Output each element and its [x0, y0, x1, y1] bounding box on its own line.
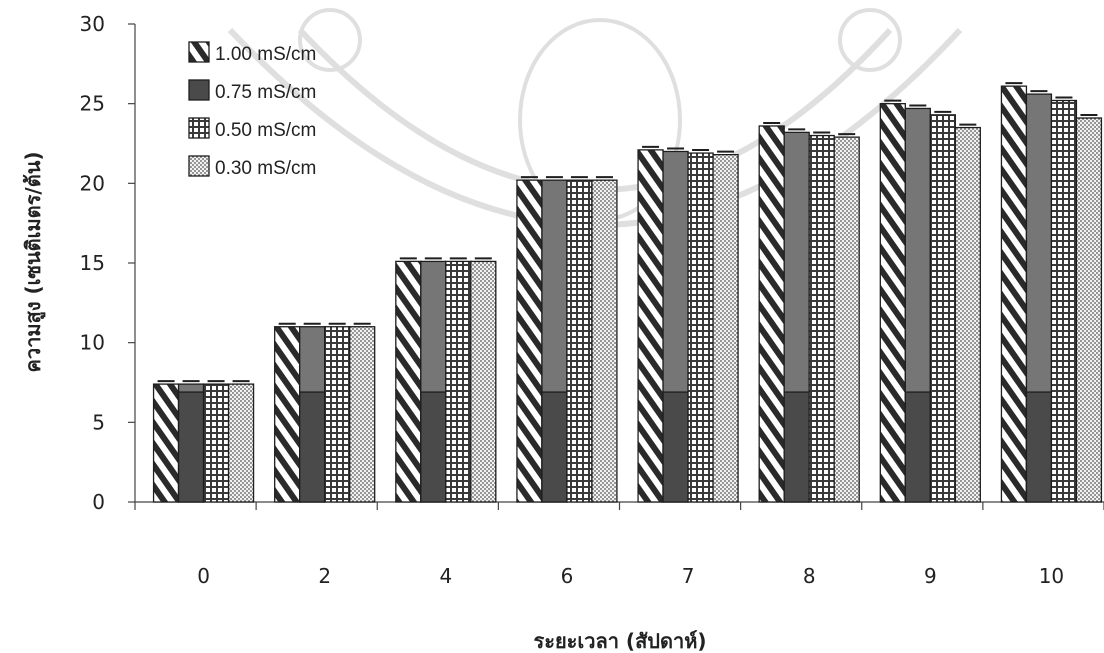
bar-rect: [954, 126, 981, 503]
bar-base: [420, 391, 447, 503]
bar: [1050, 96, 1078, 503]
legend-label: 0.30 mS/cm: [215, 158, 316, 179]
bar: [445, 257, 472, 503]
bar: [687, 149, 714, 503]
bar: [1025, 90, 1053, 503]
y-tick-label: 30: [80, 12, 105, 36]
bar-rect: [591, 179, 618, 503]
legend-item: 0.75 mS/cm: [188, 79, 316, 103]
bar-rect: [929, 114, 956, 503]
x-tick-label: 10: [1039, 564, 1064, 588]
bar: [758, 121, 785, 503]
bar: [541, 176, 568, 503]
bar-rect: [227, 383, 255, 503]
legend-swatch: [188, 79, 210, 101]
legend-swatch: [188, 117, 210, 139]
bar-rect: [1050, 99, 1078, 503]
bar-rect: [758, 125, 785, 503]
bar: [808, 131, 835, 503]
x-tick-label: 2: [318, 564, 331, 588]
legend-item: 0.50 mS/cm: [188, 117, 316, 141]
y-tick-label: 25: [80, 92, 105, 116]
bar: [420, 257, 447, 503]
bar-rect: [687, 152, 714, 503]
bar-rect: [808, 134, 835, 503]
y-axis: 0 5 10 15 20 25 30: [80, 12, 136, 514]
bar: [349, 322, 376, 503]
y-tick-label: 10: [80, 331, 105, 355]
bar-rect: [566, 179, 593, 503]
bar: [299, 322, 326, 503]
bar: [879, 99, 906, 503]
bar-base: [904, 391, 931, 503]
legend-item: 1.00 mS/cm: [188, 41, 316, 65]
x-axis-title: ระยะเวลา (สัปดาห์): [533, 629, 706, 653]
legend-label: 0.75 mS/cm: [215, 82, 316, 103]
x-tick-label: 8: [803, 564, 816, 588]
legend-item: 0.30 mS/cm: [188, 155, 316, 179]
bar-rect: [879, 103, 906, 503]
bar: [152, 380, 180, 503]
bar-rect: [470, 260, 497, 503]
legend-swatch: [188, 41, 210, 63]
bar: [712, 150, 739, 503]
bar-rect: [395, 260, 422, 503]
y-tick-label: 20: [80, 171, 105, 195]
bar: [566, 176, 593, 503]
y-tick-label: 15: [80, 251, 105, 275]
bar: [470, 257, 497, 503]
bar: [177, 380, 205, 503]
bar: [904, 104, 931, 503]
bar-base: [177, 391, 205, 503]
bar: [783, 128, 810, 503]
bar-rect: [152, 383, 180, 503]
legend-label: 0.50 mS/cm: [215, 120, 316, 141]
y-tick-label: 5: [92, 410, 105, 434]
bar: [324, 322, 351, 503]
bar-rect: [349, 326, 376, 503]
bar: [274, 322, 301, 503]
bar-rect: [202, 383, 230, 503]
bar: [202, 380, 230, 503]
y-axis-title: ความสูง (เซนติเมตร/ต้น): [21, 151, 47, 372]
x-axis: 0 2 4 6 7 8 9 10: [134, 501, 1104, 588]
x-tick-label: 0: [197, 564, 210, 588]
legend-swatch: [188, 155, 210, 177]
bar: [662, 147, 689, 503]
x-tick-label: 9: [924, 564, 937, 588]
bar: [1000, 82, 1028, 503]
bar: [929, 110, 956, 503]
bar: [637, 145, 664, 503]
bar-base: [662, 391, 689, 503]
bar: [516, 176, 543, 503]
bar-rect: [712, 154, 739, 503]
x-tick-label: 6: [561, 564, 574, 588]
bar-base: [299, 391, 326, 503]
bar: [227, 380, 255, 503]
x-tick-label: 7: [682, 564, 695, 588]
bar: [395, 257, 422, 503]
bar-base: [541, 391, 568, 503]
bar-rect: [1075, 117, 1103, 503]
bar-rect: [324, 326, 351, 503]
bar-rect: [445, 260, 472, 503]
bar-base: [1025, 391, 1053, 503]
bar-rect: [637, 149, 664, 503]
legend: 1.00 mS/cm 0.75 mS/cm 0.50 mS/cm 0.30 mS/cm: [188, 41, 316, 179]
bar-rect: [833, 136, 860, 503]
bar-rect: [274, 326, 301, 503]
bar: [954, 123, 981, 503]
bar: [591, 176, 618, 503]
bar-base: [783, 391, 810, 503]
bar-rect: [1000, 85, 1028, 503]
y-tick-label: 0: [92, 490, 105, 514]
bar-rect: [516, 179, 543, 503]
bar: [1075, 114, 1103, 503]
x-tick-label: 4: [439, 564, 452, 588]
bar: [833, 133, 860, 503]
legend-label: 1.00 mS/cm: [215, 44, 316, 65]
bars: [152, 82, 1103, 503]
